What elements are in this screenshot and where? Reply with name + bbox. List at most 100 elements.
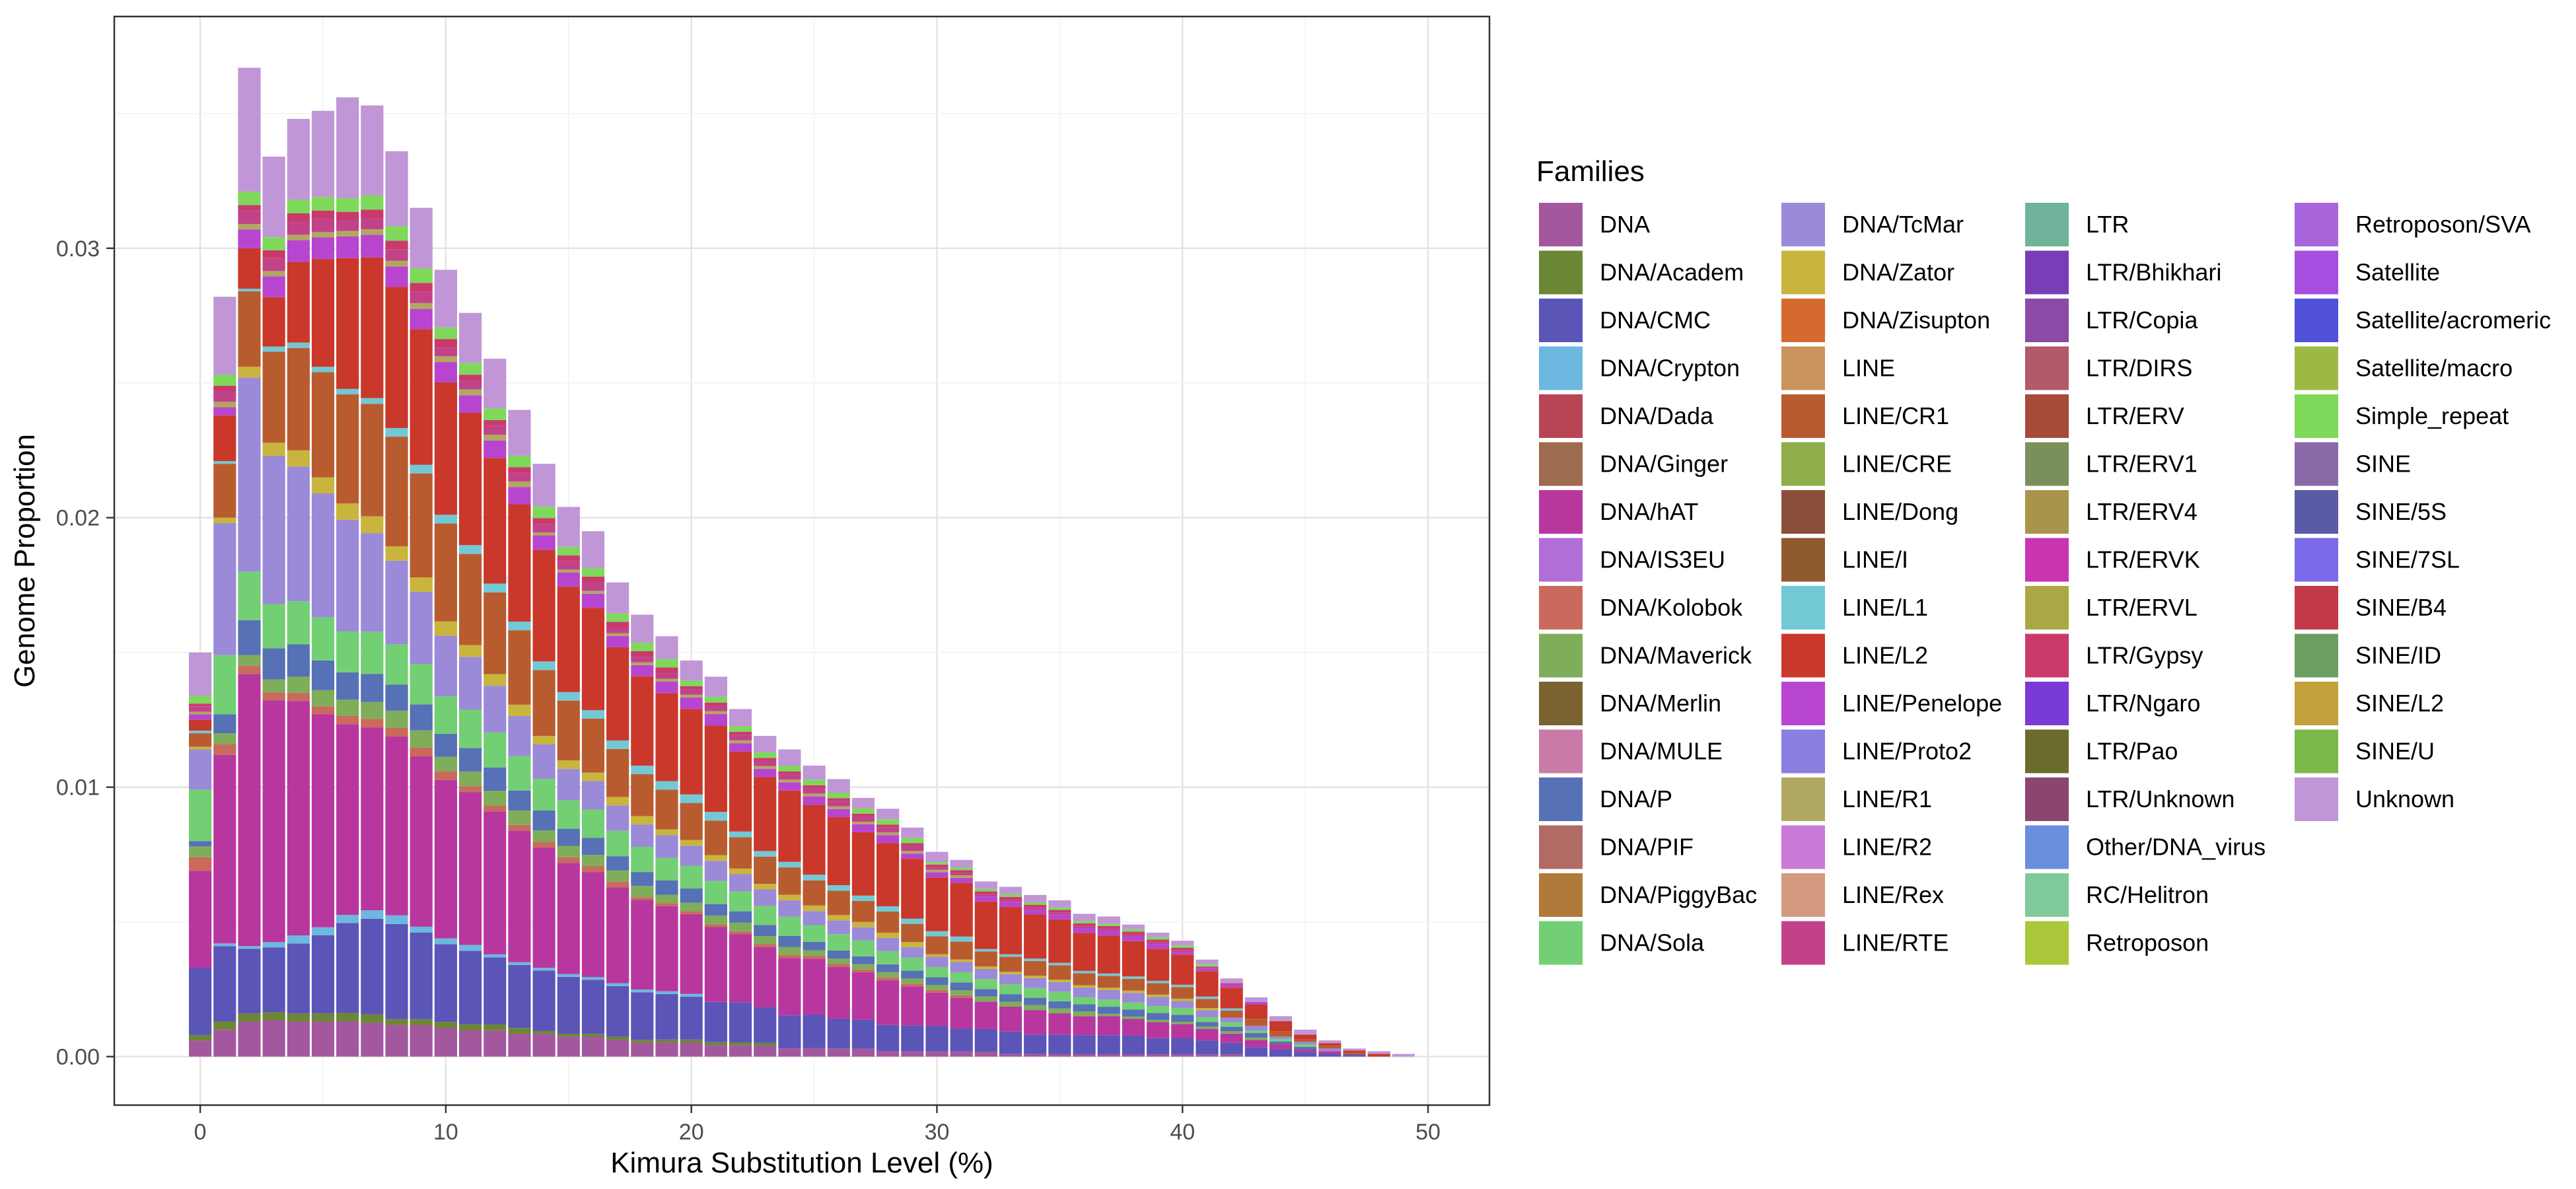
bar-segment bbox=[213, 714, 236, 734]
bar-segment bbox=[508, 410, 531, 456]
bar-segment bbox=[1171, 1024, 1194, 1038]
bar-segment bbox=[1146, 1013, 1170, 1020]
bar-segment bbox=[581, 582, 605, 591]
bar-segment bbox=[803, 925, 826, 942]
bar-segment bbox=[631, 816, 654, 825]
bar-segment bbox=[238, 192, 261, 205]
bar-segment bbox=[827, 779, 850, 793]
legend-swatch bbox=[2295, 203, 2338, 246]
bar-segment bbox=[238, 571, 261, 620]
bar-segment bbox=[851, 832, 875, 896]
bar-segment bbox=[851, 1048, 875, 1057]
bar-segment bbox=[1122, 976, 1145, 979]
bar-segment bbox=[754, 906, 777, 925]
bar-segment bbox=[434, 756, 458, 772]
bar-segment bbox=[1122, 990, 1145, 993]
bar-segment bbox=[999, 972, 1022, 974]
legend-label: DNA/IS3EU bbox=[1600, 546, 1725, 573]
bar-segment bbox=[581, 855, 605, 867]
bar-segment bbox=[1073, 1011, 1096, 1017]
bar-segment bbox=[778, 1048, 801, 1057]
bar-segment bbox=[1048, 1054, 1071, 1057]
bar-segment bbox=[458, 645, 482, 657]
bar-segment bbox=[803, 905, 826, 912]
legend-swatch bbox=[1539, 729, 1583, 774]
bar-segment bbox=[950, 997, 973, 1029]
bar-segment bbox=[458, 945, 482, 951]
bar-segment bbox=[606, 805, 629, 831]
legend-label: SINE/L2 bbox=[2355, 690, 2444, 717]
bar-segment bbox=[532, 736, 555, 745]
bar-segment bbox=[189, 857, 212, 871]
bar-segment bbox=[1244, 1037, 1268, 1040]
bar-segment bbox=[311, 232, 335, 238]
bar-segment bbox=[410, 207, 433, 269]
bar-segment bbox=[1146, 1038, 1170, 1055]
bar-segment bbox=[754, 1042, 777, 1046]
bar-segment bbox=[803, 911, 826, 925]
legend-label: LINE/R1 bbox=[1842, 785, 1932, 812]
bar-segment bbox=[434, 347, 458, 357]
bar-segment bbox=[434, 635, 458, 697]
bar-segment bbox=[1220, 1033, 1243, 1043]
bar-segment bbox=[311, 690, 335, 707]
bar-segment bbox=[532, 661, 555, 670]
bar-segment bbox=[336, 211, 359, 221]
bar-segment bbox=[827, 934, 850, 951]
bar-segment bbox=[410, 303, 433, 309]
bar-segment bbox=[704, 702, 727, 705]
bar-segment bbox=[238, 655, 261, 667]
bar-segment bbox=[655, 906, 678, 991]
bar-segment bbox=[311, 237, 335, 260]
legend-label: LTR/Ngaro bbox=[2086, 690, 2200, 717]
bar-segment bbox=[999, 1031, 1022, 1054]
bar-segment bbox=[655, 682, 678, 694]
bar-segment bbox=[581, 977, 605, 980]
bar-segment bbox=[1024, 902, 1047, 905]
bar-segment bbox=[754, 856, 777, 884]
bar-segment bbox=[1196, 964, 1219, 967]
bar-segment bbox=[704, 855, 727, 861]
bar-segment bbox=[557, 974, 580, 977]
bar-segment bbox=[508, 487, 531, 505]
bar-segment bbox=[1097, 928, 1120, 931]
bar-segment bbox=[680, 911, 703, 914]
bar-segment bbox=[974, 896, 997, 902]
bar-segment bbox=[311, 660, 335, 690]
bar-segment bbox=[458, 545, 482, 554]
bar-segment bbox=[827, 1018, 850, 1049]
bar-segment bbox=[877, 827, 900, 833]
legend-swatch bbox=[1539, 873, 1583, 917]
bar-segment bbox=[581, 568, 605, 577]
bar-segment bbox=[827, 966, 850, 1019]
bar-segment bbox=[655, 667, 678, 674]
bar-segment bbox=[213, 522, 236, 655]
bar-segment bbox=[189, 967, 212, 1035]
bar-segment bbox=[827, 1048, 850, 1057]
bar-segment bbox=[803, 875, 826, 881]
bar-segment bbox=[680, 680, 703, 686]
bar-segment bbox=[410, 1025, 433, 1057]
bar-segment bbox=[974, 894, 997, 897]
legend-swatch bbox=[2295, 442, 2338, 486]
bar-segment bbox=[974, 969, 997, 980]
bar-segment bbox=[1024, 978, 1047, 988]
legend-label: LTR/ERV1 bbox=[2086, 450, 2198, 478]
bar-segment bbox=[655, 991, 678, 994]
bar-segment bbox=[631, 614, 654, 643]
bar-segment bbox=[606, 635, 629, 647]
bar-segment bbox=[336, 231, 359, 236]
bar-segment bbox=[778, 779, 801, 783]
legend-label: DNA/Crypton bbox=[1600, 355, 1740, 382]
bar-segment bbox=[925, 954, 948, 957]
bar-segment bbox=[508, 481, 531, 487]
legend-label: DNA/P bbox=[1600, 785, 1672, 812]
bar-segment bbox=[778, 900, 801, 917]
bar-segment bbox=[606, 740, 629, 749]
bar-segment bbox=[754, 947, 777, 1007]
bar-segment bbox=[729, 726, 752, 732]
bar-segment bbox=[336, 1013, 359, 1021]
bar-segment bbox=[434, 771, 458, 780]
bar-segment bbox=[729, 931, 752, 935]
bar-segment bbox=[827, 890, 850, 916]
